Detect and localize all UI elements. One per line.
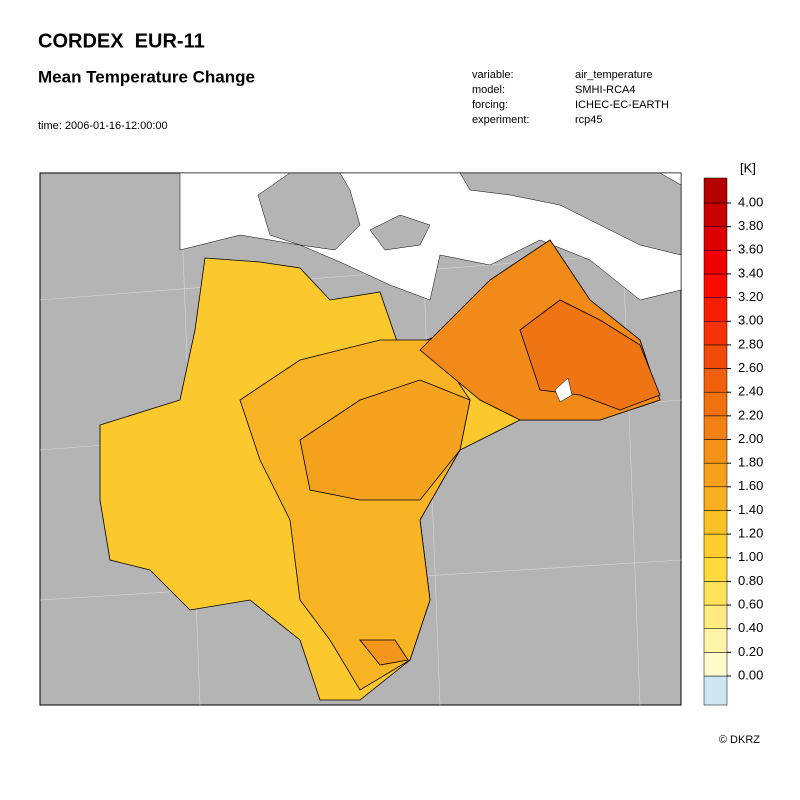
colorbar-box: [703, 226, 728, 251]
colorbar-label: 2.80: [738, 336, 763, 351]
colorbar: [K] 0.00 0.20 0.40 0.60 0.80 1.00 1.20 1.40 1.60…: [703, 160, 763, 706]
meta-value: SMHI-RCA4: [575, 84, 636, 96]
denmark: [257, 172, 431, 251]
colorbar-box: [703, 177, 728, 204]
colorbar-label: 0.00: [738, 667, 763, 682]
meta-label: variable:: [472, 69, 514, 81]
sweden: [459, 172, 682, 256]
colorbar-box: [703, 273, 728, 298]
colorbar-box: [703, 344, 728, 369]
colorbar-box: [703, 297, 728, 322]
meta-label: experiment:: [472, 114, 529, 126]
colorbar-label: 3.40: [738, 265, 763, 280]
colorbar-label: 1.20: [738, 526, 763, 541]
colorbar-label: 1.40: [738, 502, 763, 517]
meta-label: model:: [472, 84, 505, 96]
colorbar-label: 4.00: [738, 194, 763, 209]
colorbar-box: [703, 652, 728, 677]
region-mid: [299, 379, 471, 501]
colorbar-label: 1.60: [738, 478, 763, 493]
colorbar-box: [703, 486, 728, 511]
map: [39, 172, 682, 706]
title: CORDEX EUR-11: [38, 30, 205, 52]
colorbar-box: [703, 321, 728, 346]
colorbar-label: 0.60: [738, 596, 763, 611]
colorbar-label: 3.80: [738, 218, 763, 233]
metadata: variable: air_temperature model: SMHI-RCA4 f…: [472, 69, 669, 126]
colorbar-box: [703, 510, 728, 535]
meta-value: ICHEC-EC-EARTH: [575, 99, 669, 111]
colorbar-box: [703, 533, 728, 558]
lake: [554, 377, 573, 403]
colorbar-box: [703, 202, 728, 227]
colorbar-label: 0.40: [738, 620, 763, 635]
colorbar-box: [703, 462, 728, 488]
colorbar-unit: [K]: [740, 160, 756, 175]
colorbar-label: 1.00: [738, 549, 763, 564]
colorbar-label: 2.60: [738, 360, 763, 375]
colorbar-box: [703, 581, 728, 606]
colorbar-label: 3.60: [738, 242, 763, 257]
colorbar-box: [703, 628, 728, 653]
subtitle: Mean Temperature Change: [38, 67, 255, 86]
colorbar-box: [703, 250, 728, 275]
time: time: 2006-01-16-12:00:00: [38, 120, 168, 132]
colorbar-label: 2.00: [738, 431, 763, 446]
colorbar-box: [703, 604, 728, 629]
colorbar-box: [703, 675, 728, 706]
colorbar-label: 0.20: [738, 644, 763, 659]
region-far-east: [519, 299, 661, 411]
colorbar-label: 2.20: [738, 407, 763, 422]
meta-value: rcp45: [575, 114, 603, 126]
colorbar-box: [703, 439, 728, 464]
colorbar-label: 0.80: [738, 573, 763, 588]
meta-label: forcing:: [472, 99, 508, 111]
colorbar-label: 2.40: [738, 384, 763, 399]
meta-value: air_temperature: [575, 69, 653, 81]
colorbar-label: 1.80: [738, 455, 763, 470]
colorbar-box: [703, 557, 728, 582]
copyright: © DKRZ: [719, 734, 760, 746]
colorbar-label: 3.20: [738, 289, 763, 304]
colorbar-box: [703, 415, 728, 440]
colorbar-label: 3.00: [738, 313, 763, 328]
region-south: [359, 639, 409, 666]
colorbar-box: [703, 368, 728, 393]
colorbar-box: [703, 391, 728, 417]
